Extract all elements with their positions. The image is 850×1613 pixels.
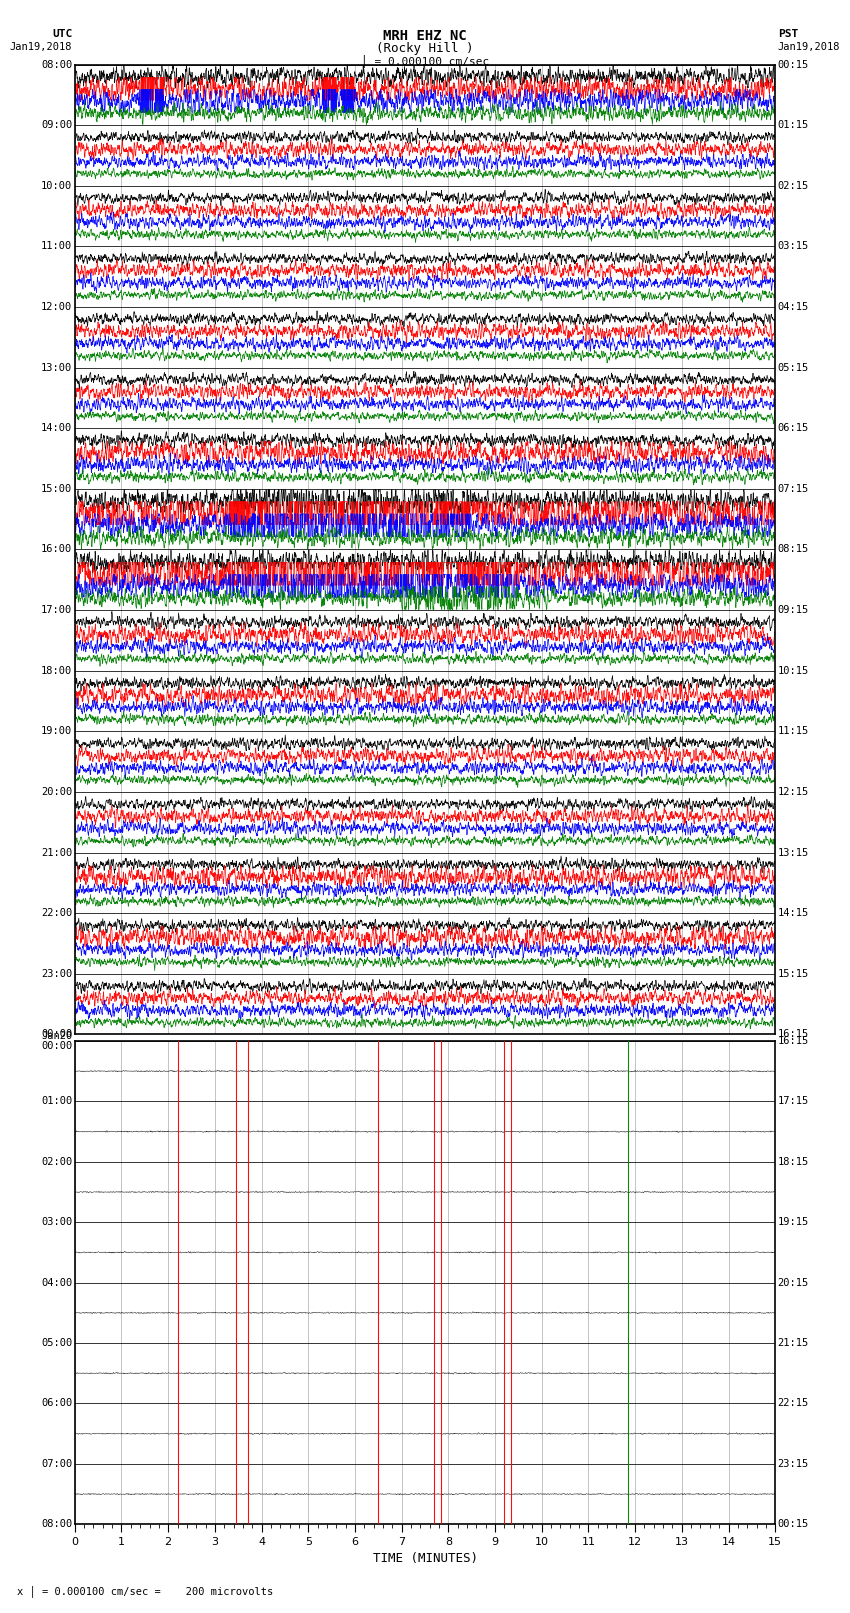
Text: 06:00: 06:00: [41, 1398, 72, 1408]
Text: 11:00: 11:00: [41, 242, 72, 252]
Text: │ = 0.000100 cm/sec: │ = 0.000100 cm/sec: [361, 55, 489, 68]
Text: 04:00: 04:00: [41, 1277, 72, 1287]
Text: 19:00: 19:00: [41, 726, 72, 737]
Text: 00:00: 00:00: [41, 1040, 72, 1052]
Text: 21:00: 21:00: [41, 847, 72, 858]
Text: MRH EHZ NC: MRH EHZ NC: [383, 29, 467, 44]
Text: 02:15: 02:15: [778, 181, 809, 190]
Text: 00:00: 00:00: [41, 1029, 72, 1039]
Text: 21:15: 21:15: [778, 1339, 809, 1348]
Text: 07:15: 07:15: [778, 484, 809, 494]
Text: UTC: UTC: [52, 29, 72, 39]
Text: 16:15: 16:15: [778, 1036, 809, 1045]
Text: PST: PST: [778, 29, 798, 39]
Text: 16:00: 16:00: [41, 545, 72, 555]
Text: 22:15: 22:15: [778, 1398, 809, 1408]
Text: 14:00: 14:00: [41, 423, 72, 434]
Text: 18:00: 18:00: [41, 666, 72, 676]
Text: 09:15: 09:15: [778, 605, 809, 615]
Text: 15:00: 15:00: [41, 484, 72, 494]
Text: 13:15: 13:15: [778, 847, 809, 858]
Text: 23:00: 23:00: [41, 969, 72, 979]
Text: 19:15: 19:15: [778, 1218, 809, 1227]
Text: Jan19,2018: Jan19,2018: [9, 42, 72, 52]
Text: 02:00: 02:00: [41, 1157, 72, 1166]
Text: 01:00: 01:00: [41, 1097, 72, 1107]
Text: 22:00: 22:00: [41, 908, 72, 918]
Text: 05:00: 05:00: [41, 1339, 72, 1348]
Text: 11:15: 11:15: [778, 726, 809, 737]
Text: 12:15: 12:15: [778, 787, 809, 797]
Text: 10:15: 10:15: [778, 666, 809, 676]
Text: 18:15: 18:15: [778, 1157, 809, 1166]
Text: 08:00: 08:00: [41, 60, 72, 69]
Text: 08:15: 08:15: [778, 545, 809, 555]
Text: 06:15: 06:15: [778, 423, 809, 434]
Text: 01:15: 01:15: [778, 119, 809, 131]
Text: 00:15: 00:15: [778, 60, 809, 69]
Text: x │ = 0.000100 cm/sec =    200 microvolts: x │ = 0.000100 cm/sec = 200 microvolts: [17, 1586, 273, 1597]
Text: 13:00: 13:00: [41, 363, 72, 373]
Text: 14:15: 14:15: [778, 908, 809, 918]
Text: Jan20: Jan20: [41, 1031, 72, 1040]
Text: Jan19,2018: Jan19,2018: [778, 42, 841, 52]
Text: 17:00: 17:00: [41, 605, 72, 615]
Text: 04:15: 04:15: [778, 302, 809, 311]
Text: 00:15: 00:15: [778, 1519, 809, 1529]
Text: 09:00: 09:00: [41, 119, 72, 131]
X-axis label: TIME (MINUTES): TIME (MINUTES): [372, 1552, 478, 1565]
Text: 17:15: 17:15: [778, 1097, 809, 1107]
Text: 16:15: 16:15: [778, 1029, 809, 1039]
Text: 03:15: 03:15: [778, 242, 809, 252]
Text: 05:15: 05:15: [778, 363, 809, 373]
Text: 20:00: 20:00: [41, 787, 72, 797]
Text: 12:00: 12:00: [41, 302, 72, 311]
Text: 03:00: 03:00: [41, 1218, 72, 1227]
Text: 23:15: 23:15: [778, 1458, 809, 1469]
Text: (Rocky Hill ): (Rocky Hill ): [377, 42, 473, 55]
Text: 15:15: 15:15: [778, 969, 809, 979]
Text: 07:00: 07:00: [41, 1458, 72, 1469]
Text: 20:15: 20:15: [778, 1277, 809, 1287]
Text: 08:00: 08:00: [41, 1519, 72, 1529]
Text: 10:00: 10:00: [41, 181, 72, 190]
